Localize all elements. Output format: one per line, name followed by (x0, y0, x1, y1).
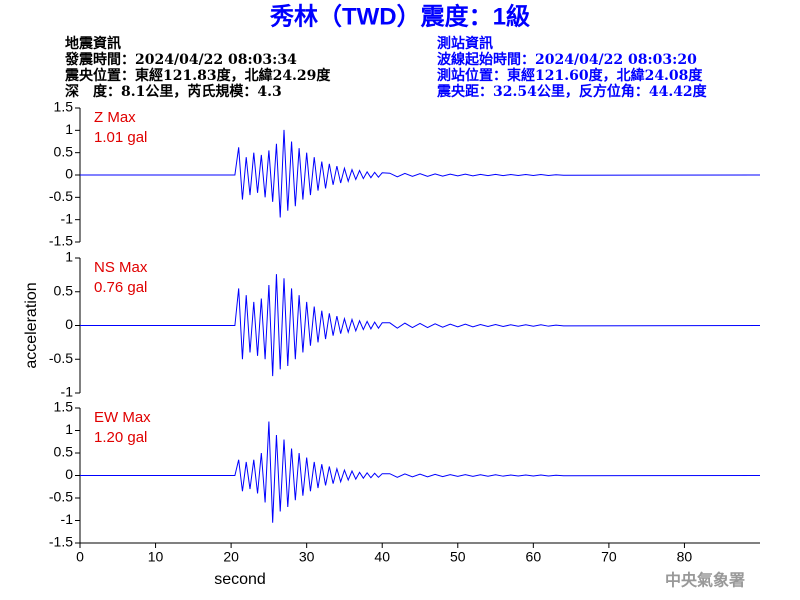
event-info: 震央位置：東經121.83度，北緯24.29度 (64, 67, 331, 84)
y-tick-label: 0.5 (54, 444, 74, 460)
waveform (80, 421, 761, 523)
y-tick-label: 0 (65, 316, 73, 332)
component-label: EW Max (94, 409, 151, 426)
y-tick-label: -1 (61, 511, 74, 527)
component-label: Z Max (94, 109, 136, 126)
y-tick-label: 1 (65, 249, 73, 265)
max-label: 1.01 gal (94, 129, 147, 146)
station-info: 測站資訊 (437, 35, 493, 52)
station-info: 震央距：32.54公里，反方位角：44.42度 (436, 83, 708, 100)
x-tick-label: 30 (299, 549, 315, 565)
max-label: 1.20 gal (94, 429, 147, 446)
x-axis-label: second (214, 571, 266, 588)
x-tick-label: 0 (76, 549, 84, 565)
y-tick-label: -1.5 (49, 233, 73, 249)
y-tick-label: 1 (65, 421, 73, 437)
station-info: 測站位置：東經121.60度，北緯24.08度 (437, 67, 703, 84)
x-tick-label: 20 (223, 549, 239, 565)
y-axis-label: acceleration (23, 282, 40, 368)
y-tick-label: 1.5 (54, 399, 74, 415)
x-tick-label: 70 (601, 549, 617, 565)
y-tick-label: 0 (65, 166, 73, 182)
agency: 中央氣象署 (665, 571, 745, 590)
y-tick-label: 0 (65, 466, 73, 482)
y-tick-label: 0.5 (54, 282, 74, 298)
x-tick-label: 80 (677, 549, 693, 565)
y-tick-label: -0.5 (49, 489, 73, 505)
y-tick-label: 1.5 (54, 99, 74, 115)
max-label: 0.76 gal (94, 279, 147, 296)
x-tick-label: 10 (148, 549, 164, 565)
y-tick-label: -1 (61, 384, 74, 400)
x-tick-label: 60 (526, 549, 542, 565)
x-tick-label: 50 (450, 549, 466, 565)
x-tick-label: 40 (374, 549, 390, 565)
waveform (80, 274, 761, 377)
waveform (80, 129, 761, 218)
y-tick-label: -0.5 (49, 188, 73, 204)
y-tick-label: 0.5 (54, 143, 74, 159)
component-label: NS Max (94, 259, 148, 276)
event-info: 深 度：8.1公里，芮氏規模：4.3 (65, 83, 282, 100)
y-tick-label: -0.5 (49, 350, 73, 366)
chart-title: 秀林（TWD）震度：1級 (269, 2, 530, 30)
event-info: 地震資訊 (65, 35, 121, 52)
y-tick-label: 1 (65, 121, 73, 137)
y-tick-label: -1 (61, 210, 74, 226)
event-info: 發震時間：2024/04/22 08:03:34 (64, 51, 297, 68)
y-tick-label: -1.5 (49, 534, 73, 550)
station-info: 波線起始時間：2024/04/22 08:03:20 (437, 51, 697, 68)
